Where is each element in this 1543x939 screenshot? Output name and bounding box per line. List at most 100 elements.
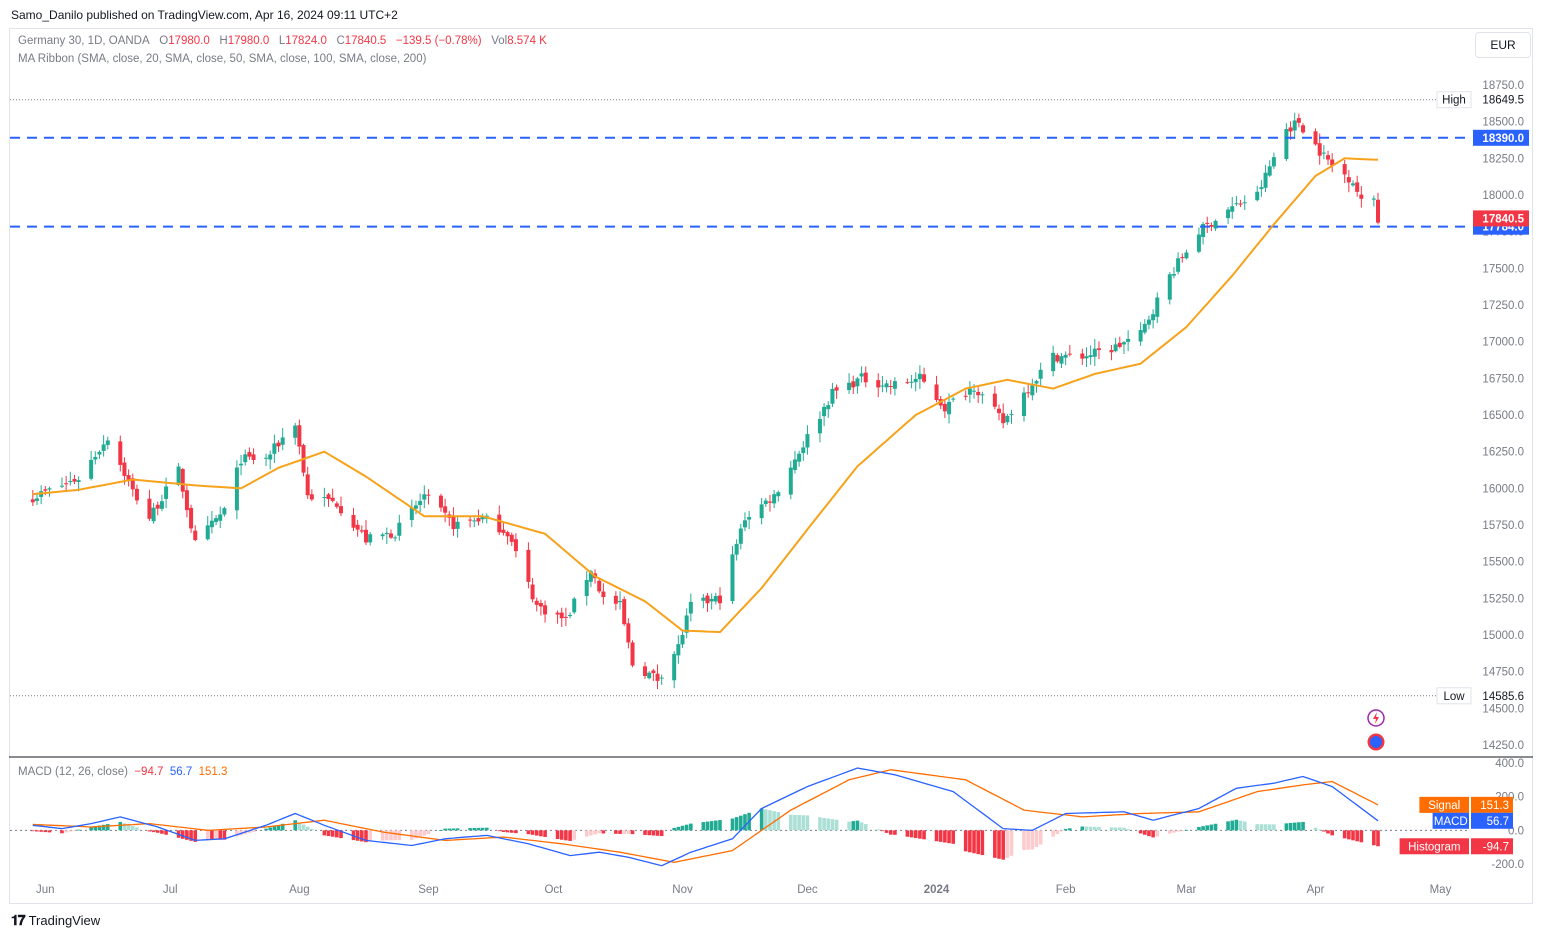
macd-hist-bar bbox=[505, 830, 510, 833]
macd-title[interactable]: MACD (12, 26, close) bbox=[18, 766, 128, 778]
macd-hist-bar bbox=[1009, 830, 1014, 856]
candle-body bbox=[209, 520, 214, 528]
macd-hist-bar bbox=[293, 820, 297, 831]
candle bbox=[472, 517, 477, 528]
macd-hist-bar bbox=[626, 830, 631, 834]
macd-hist-bar bbox=[180, 830, 185, 839]
candle bbox=[205, 516, 210, 541]
macd-hist-bar bbox=[1030, 830, 1035, 850]
macd-hist-bar bbox=[863, 824, 868, 831]
macd-hist-bar bbox=[768, 810, 772, 831]
candle bbox=[130, 473, 135, 497]
candle bbox=[39, 485, 44, 505]
macd-hist-bar bbox=[1088, 826, 1093, 831]
candle bbox=[305, 466, 310, 499]
candle bbox=[626, 618, 631, 649]
candle-body bbox=[1022, 392, 1027, 417]
candle-body bbox=[851, 381, 856, 388]
symbol-label[interactable]: Germany 30, 1D, OANDA bbox=[18, 35, 150, 47]
time-tick-label: Mar bbox=[1177, 884, 1197, 896]
candle bbox=[322, 487, 327, 507]
candle-body bbox=[1242, 202, 1247, 204]
macd-hist-bar bbox=[1034, 830, 1039, 847]
ma20-line bbox=[32, 157, 1379, 634]
candle bbox=[247, 447, 252, 460]
macd-hist-bar bbox=[1109, 827, 1114, 831]
macd-hist-bar bbox=[218, 830, 223, 840]
macd-hist-bar bbox=[235, 830, 239, 837]
candle bbox=[1146, 315, 1151, 330]
candle-body bbox=[1205, 222, 1210, 224]
publisher-line: Samo_Danilo published on TradingView.com… bbox=[11, 8, 398, 22]
candle-body bbox=[555, 612, 560, 615]
macd-hist-bar bbox=[1376, 830, 1380, 847]
candle-body bbox=[1346, 177, 1351, 183]
candle-body bbox=[351, 515, 356, 528]
candle-body bbox=[368, 534, 373, 543]
macd-hist-bar bbox=[418, 830, 422, 838]
high-marker-label: High bbox=[1442, 95, 1466, 107]
macd-hist-bar bbox=[1355, 830, 1359, 842]
candle-body bbox=[147, 498, 152, 519]
macd-hist-bar bbox=[830, 819, 835, 831]
price-axis: 18750.018500.018250.018000.017750.017500… bbox=[9, 80, 1533, 758]
macd-hist-bar bbox=[1259, 824, 1264, 831]
candle-body bbox=[1180, 257, 1185, 259]
time-tick-label: Sep bbox=[418, 884, 438, 896]
macd-hist-bar bbox=[572, 830, 577, 840]
candle-body bbox=[572, 598, 577, 613]
low-value: 17824.0 bbox=[285, 35, 327, 47]
candle bbox=[355, 519, 360, 537]
candle bbox=[792, 450, 797, 474]
macd-tag-value: 56.7 bbox=[1487, 816, 1509, 828]
macd-hist-bar bbox=[47, 830, 52, 833]
candle-body bbox=[443, 506, 448, 513]
macd-hist-bar bbox=[1317, 829, 1322, 831]
tradingview-logo[interactable]: 𝟏𝟕 TradingView bbox=[11, 912, 100, 929]
candle-body bbox=[1005, 415, 1010, 423]
ma-ribbon-legend[interactable]: MA Ribbon (SMA, close, 20, SMA, close, 5… bbox=[18, 53, 427, 65]
macd-hist-value: −94.7 bbox=[134, 766, 164, 778]
candle-body bbox=[622, 599, 627, 625]
candle-body bbox=[630, 642, 635, 666]
macd-hist-bar bbox=[909, 830, 914, 838]
candle-body bbox=[1376, 199, 1380, 223]
candle-body bbox=[909, 381, 914, 383]
candle bbox=[339, 496, 344, 517]
candle bbox=[1180, 253, 1185, 263]
candle-body bbox=[1321, 152, 1326, 154]
candle bbox=[72, 474, 77, 485]
currency-button[interactable]: EUR bbox=[1475, 32, 1531, 58]
macd-hist-bar bbox=[680, 825, 685, 831]
candle bbox=[676, 635, 681, 664]
candle-body bbox=[601, 591, 606, 598]
macd-hist-bar bbox=[801, 815, 806, 831]
candle-body bbox=[339, 506, 344, 514]
candle bbox=[1267, 160, 1272, 177]
globe-icon bbox=[1367, 733, 1385, 751]
macd-hist-bar bbox=[310, 828, 314, 831]
candle-body bbox=[322, 497, 327, 499]
macd-hist-bar bbox=[859, 822, 864, 831]
candle-body bbox=[584, 579, 589, 597]
macd-hist-bar bbox=[938, 830, 943, 842]
candle-body bbox=[134, 488, 139, 501]
candle-body bbox=[76, 480, 81, 483]
price-legend: Germany 30, 1D, OANDA O17980.0 H17980.0 … bbox=[18, 35, 547, 47]
macd-hist-bar bbox=[443, 828, 447, 831]
candle-body bbox=[951, 398, 956, 400]
macd-hist-bar bbox=[330, 830, 335, 837]
candle-body bbox=[1109, 350, 1114, 353]
candle-body bbox=[888, 386, 893, 388]
macd-hist-bar bbox=[1234, 819, 1239, 831]
candle-body bbox=[963, 395, 968, 397]
macd-hist-bar bbox=[701, 822, 706, 831]
candle bbox=[530, 577, 535, 603]
price-tick-label: 14500.0 bbox=[1482, 703, 1524, 715]
candle bbox=[772, 489, 777, 509]
candle bbox=[776, 490, 781, 502]
price-tick-label: 18000.0 bbox=[1482, 190, 1524, 202]
candle-body bbox=[568, 614, 573, 617]
macd-hist-bar bbox=[335, 830, 339, 838]
